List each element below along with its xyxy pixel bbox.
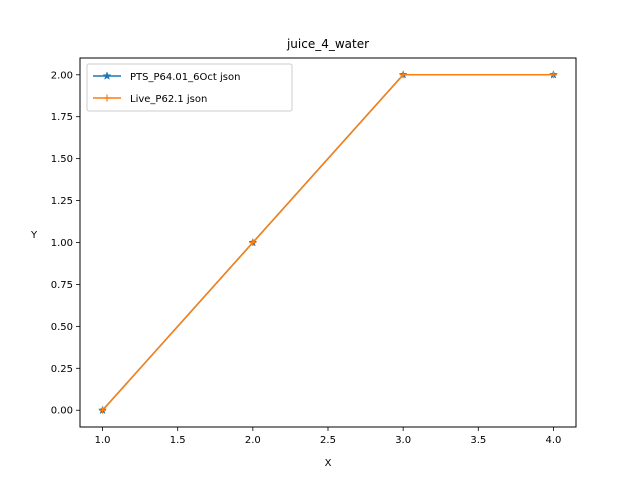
- y-axis-ticks: 0.00 0.25 0.50 0.75 1.00 1.25 1.50 1.75 2.00: [51, 70, 80, 417]
- y-tick-label: 1.75: [51, 112, 73, 123]
- series-layer: [98, 70, 558, 415]
- x-tick-label: 1.0: [95, 435, 111, 446]
- x-axis-label: X: [325, 458, 332, 469]
- y-tick-label: 0.25: [51, 364, 73, 375]
- y-tick-label: 0.50: [51, 322, 73, 333]
- x-tick-label: 3.0: [395, 435, 411, 446]
- x-tick-label: 2.5: [320, 435, 336, 446]
- series-line-1: [101, 74, 554, 411]
- legend-label-pts: PTS_P64.01_6Oct json: [130, 72, 240, 83]
- x-tick-label: 2.0: [245, 435, 261, 446]
- legend-box: [86, 63, 293, 112]
- legend-label-live: Live_P62.1 json: [130, 94, 207, 105]
- x-tick-label: 1.5: [170, 435, 186, 446]
- data-point-plus: [249, 239, 257, 246]
- chart-title: juice_4_water: [286, 37, 369, 51]
- y-tick-label: 2.00: [51, 70, 73, 81]
- y-tick-label: 1.00: [51, 238, 73, 249]
- y-tick-label: 1.50: [51, 154, 73, 165]
- x-axis-ticks: 1.0 1.5 2.0 2.5 3.0 3.5 4.0: [95, 427, 562, 446]
- data-point-plus: [99, 406, 107, 414]
- y-tick-label: 0.00: [51, 406, 73, 417]
- x-tick-label: 3.5: [470, 435, 486, 446]
- y-axis-label: Y: [30, 230, 38, 241]
- legend: PTS_P64.01_6Oct json Live_P62.1 json: [86, 63, 293, 112]
- legend-plus-marker: [103, 94, 111, 102]
- y-tick-label: 0.75: [51, 280, 73, 291]
- data-point-plus: [549, 71, 557, 79]
- data-point-plus: [399, 71, 407, 79]
- y-tick-label: 1.25: [51, 196, 73, 207]
- x-tick-label: 4.0: [546, 435, 562, 446]
- legend-star-marker: [102, 71, 112, 80]
